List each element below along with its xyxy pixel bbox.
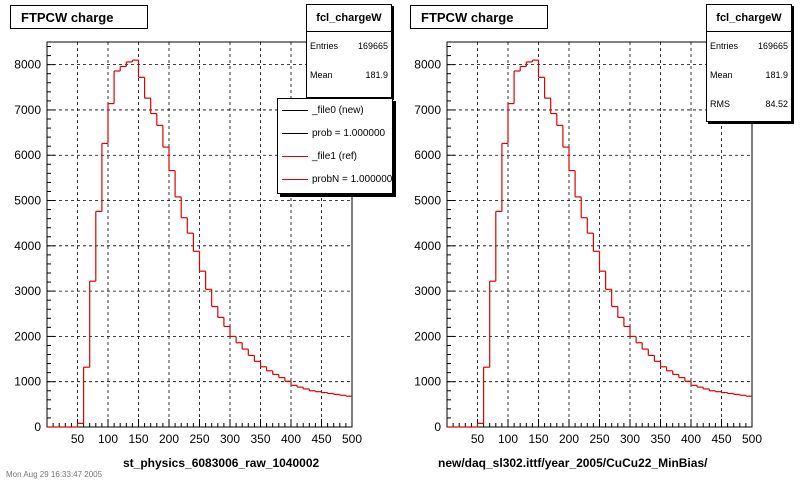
x-tick-label: 50 [471, 432, 485, 446]
stats-label: Mean [710, 70, 733, 80]
y-tick-label: 8000 [414, 58, 441, 72]
stats-name: fcl_chargeW [307, 5, 391, 32]
left-histogram-panel: 50 100 150 200 250 300 350 400 450 500 0 1000 2000 30… [10, 4, 393, 470]
y-tick-label: 2000 [414, 329, 441, 343]
legend-text: probN = 1.000000 [312, 174, 393, 185]
x-tick-label: 100 [498, 432, 518, 446]
legend-entry: prob = 1.000000 [278, 122, 392, 145]
legend: _file0 (new) prob = 1.000000 _file1 (ref… [277, 98, 393, 194]
plot-title: FTPCW charge [410, 5, 548, 29]
stats-row-mean: Mean 181.9 [707, 61, 791, 90]
stats-box: fcl_chargeW Entries 169665 Mean 181.9 [306, 4, 392, 98]
stats-row-mean: Mean 181.9 [307, 61, 391, 90]
x-tick-label: 250 [189, 432, 209, 446]
stats-row-entries: Entries 169665 [307, 32, 391, 61]
y-tick-label: 2000 [14, 329, 41, 343]
right-histogram-plot: 50 100 150 200 250 300 350 400 450 50001000200030… [414, 41, 762, 446]
y-tick-label: 7000 [14, 103, 41, 117]
x-tick-label: 150 [128, 432, 148, 446]
y-tick-label: 4000 [414, 239, 441, 253]
legend-entry: _file1 (ref) [278, 145, 392, 168]
y-tick-label: 6000 [414, 148, 441, 162]
x-tick-label: 200 [559, 432, 579, 446]
y-tick-label: 0 [34, 420, 41, 434]
x-axis-title: new/daq_sl302.ittf/year_2005/CuCu22_MinB… [438, 456, 708, 470]
legend-line-black [282, 133, 308, 134]
y-tick-label: 8000 [14, 58, 41, 72]
x-tick-label: 350 [250, 432, 270, 446]
x-axis-title: st_physics_6083006_raw_1040002 [123, 456, 320, 470]
x-tick-label: 300 [620, 432, 640, 446]
legend-text: _file1 (ref) [312, 151, 358, 162]
stats-label: RMS [710, 99, 730, 109]
stats-row-entries: Entries 169665 [707, 32, 791, 61]
y-tick-label: 6000 [14, 148, 41, 162]
y-tick-label: 3000 [414, 284, 441, 298]
y-tick-label: 1000 [414, 375, 441, 389]
right-histogram-panel: 50 100 150 200 250 300 350 400 450 500 0 1000 2000 30… [400, 0, 800, 480]
legend-line-black [282, 110, 308, 111]
x-tick-label: 350 [650, 432, 670, 446]
stats-value: 169665 [357, 41, 388, 51]
stats-value: 181.9 [765, 70, 788, 80]
timestamp-footer: Mon Aug 29 16:33:47 2005 [6, 470, 103, 479]
legend-entry: _file0 (new) [278, 99, 392, 122]
y-tick-label: 0 [434, 420, 441, 434]
x-tick-label: 150 [528, 432, 548, 446]
x-tick-label: 200 [159, 432, 179, 446]
legend-entry: probN = 1.000000 [278, 168, 392, 191]
stats-value: 84.52 [765, 99, 788, 109]
x-tick-label: 500 [742, 432, 762, 446]
y-tick-label: 4000 [14, 239, 41, 253]
stats-name: fcl_chargeW [707, 5, 791, 32]
x-tick-label: 300 [220, 432, 240, 446]
stats-box: fcl_chargeW Entries 169665 Mean 181.9 RM… [706, 4, 792, 122]
legend-text: prob = 1.000000 [312, 128, 386, 139]
stats-row-rms: RMS 84.52 [707, 90, 791, 119]
y-tick-label: 5000 [414, 194, 441, 208]
stats-label: Mean [310, 70, 333, 80]
stats-value: 181.9 [365, 70, 388, 80]
x-tick-label: 500 [342, 432, 362, 446]
x-tick-label: 400 [281, 432, 301, 446]
y-tick-label: 5000 [14, 194, 41, 208]
x-tick-label: 50 [71, 432, 85, 446]
x-tick-label: 400 [681, 432, 701, 446]
legend-line-red [282, 156, 308, 157]
stats-label: Entries [710, 41, 739, 51]
x-tick-label: 450 [311, 432, 331, 446]
x-tick-label: 100 [98, 432, 118, 446]
stats-label: Entries [310, 41, 339, 51]
y-tick-label: 3000 [14, 284, 41, 298]
plot-title: FTPCW charge [10, 5, 148, 29]
stats-value: 169665 [757, 41, 788, 51]
y-tick-label: 1000 [14, 375, 41, 389]
x-tick-label: 250 [589, 432, 609, 446]
x-tick-label: 450 [711, 432, 731, 446]
legend-line-red [282, 179, 308, 180]
y-tick-label: 7000 [414, 103, 441, 117]
legend-text: _file0 (new) [312, 105, 364, 116]
